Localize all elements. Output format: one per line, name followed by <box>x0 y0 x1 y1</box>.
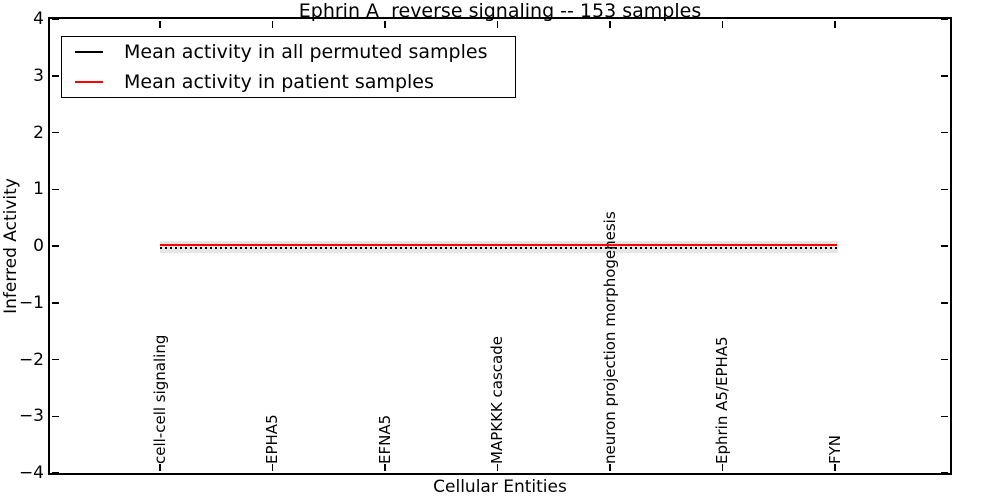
x-tick-bottom <box>496 464 499 471</box>
y-tick-label: 3 <box>33 65 44 86</box>
x-tick-top <box>834 21 836 28</box>
y-tick-label: −1 <box>18 292 44 313</box>
plot-area <box>48 17 952 475</box>
y-tick-label: −4 <box>18 463 44 483</box>
x-tick-top <box>496 21 499 28</box>
y-tick-label: 0 <box>33 236 44 256</box>
series-line-permuted <box>160 246 837 249</box>
y-tick-right <box>941 302 948 304</box>
x-tick-bottom <box>721 464 724 471</box>
x-tick-label: neuron projection morphogenesis <box>600 211 619 464</box>
y-tick-left <box>52 415 59 417</box>
x-tick-bottom <box>609 464 611 471</box>
legend-entry: Mean activity in patient samples <box>62 67 515 97</box>
y-tick-left <box>52 131 59 134</box>
y-tick-label: 2 <box>33 122 44 143</box>
legend-entry: Mean activity in all permuted samples <box>62 37 515 67</box>
x-tick-bottom <box>159 464 161 471</box>
x-tick-bottom <box>384 464 386 471</box>
x-tick-top <box>384 21 386 28</box>
y-tick-left <box>52 245 59 247</box>
y-tick-label: −3 <box>18 406 44 427</box>
y-tick-right <box>941 358 948 361</box>
y-tick-right <box>941 131 948 134</box>
x-tick-label: EFNA5 <box>375 414 394 464</box>
legend-label: Mean activity in patient samples <box>124 71 434 93</box>
x-tick-top <box>271 21 274 28</box>
y-tick-label: 1 <box>33 179 44 200</box>
chart-title: Ephrin A reverse signaling -- 153 sample… <box>298 0 702 22</box>
legend-label: Mean activity in all permuted samples <box>124 41 488 63</box>
legend-line-swatch <box>75 81 103 83</box>
y-tick-left <box>52 358 59 361</box>
y-tick-left <box>52 472 59 474</box>
x-tick-bottom <box>834 464 836 471</box>
y-tick-left <box>52 75 59 77</box>
y-tick-right <box>941 188 948 190</box>
x-tick-label: Ephrin A5/EPHA5 <box>713 336 731 464</box>
x-tick-top <box>721 21 724 28</box>
y-tick-left <box>52 188 59 190</box>
y-tick-label: 4 <box>33 9 44 29</box>
x-tick-bottom <box>271 464 274 471</box>
y-tick-right <box>941 472 948 474</box>
x-tick-label: cell-cell signaling <box>150 334 169 464</box>
x-axis-label: Cellular Entities <box>433 477 567 497</box>
y-tick-right <box>941 245 948 247</box>
x-tick-label: MAPKKK cascade <box>488 336 506 464</box>
y-tick-left <box>52 302 59 304</box>
x-tick-top <box>159 21 161 28</box>
y-tick-left <box>52 18 59 20</box>
x-tick-label: FYN <box>825 434 844 464</box>
y-tick-right <box>941 18 948 20</box>
legend: Mean activity in all permuted samples Mea… <box>61 36 516 98</box>
y-tick-right <box>941 415 948 417</box>
x-tick-top <box>609 21 611 28</box>
y-tick-label: −2 <box>18 349 44 370</box>
x-tick-label: EPHA5 <box>263 414 281 464</box>
legend-line-swatch <box>75 51 103 53</box>
y-tick-right <box>941 75 948 77</box>
series-line-patient <box>160 243 837 246</box>
